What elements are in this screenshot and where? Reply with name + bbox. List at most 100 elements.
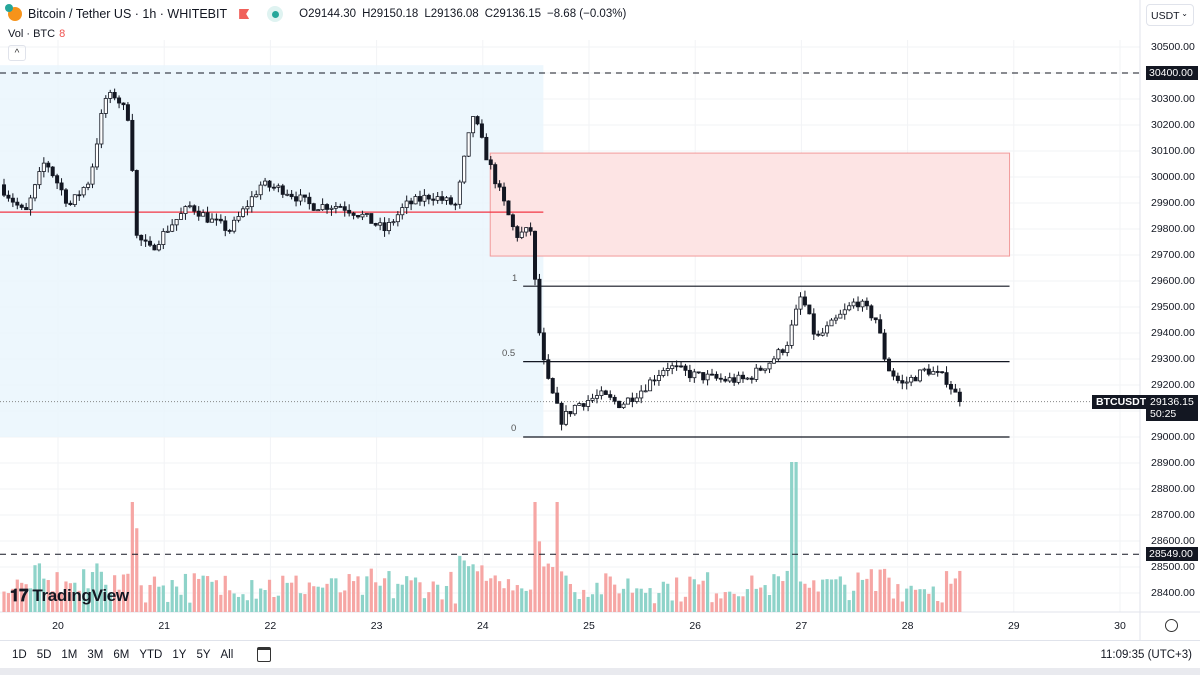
candle-body (179, 213, 184, 220)
candle-body (143, 239, 148, 242)
time-tick: 23 (370, 620, 383, 632)
currency-select[interactable]: USDT ⌄ (1146, 4, 1194, 26)
volume-bar (480, 565, 484, 612)
volume-bar (188, 602, 192, 612)
candle-body (373, 223, 378, 226)
volume-bar (705, 572, 710, 612)
volume-bar (573, 592, 577, 612)
range-1d[interactable]: 1D (12, 648, 27, 661)
bottom-panel-border (0, 668, 1200, 675)
candle-body (555, 392, 560, 404)
volume-bar (77, 590, 81, 612)
volume-bar (781, 581, 785, 612)
volume-bar (259, 588, 263, 612)
volume-bar (298, 593, 303, 612)
range-5d[interactable]: 5D (36, 648, 52, 661)
candle-body (161, 231, 166, 245)
candle-body (302, 194, 307, 198)
candle-body (223, 220, 228, 231)
candle-body (90, 166, 95, 185)
candle-body (878, 319, 883, 334)
range-1m[interactable]: 1M (61, 648, 78, 661)
candle-body (298, 194, 303, 202)
volume-bar (444, 585, 449, 612)
candle-body (572, 404, 577, 415)
range-ytd[interactable]: YTD (139, 648, 163, 661)
candle-body (488, 159, 493, 166)
volume-bar (506, 579, 511, 612)
candle-body (24, 207, 29, 211)
candle-body (276, 185, 281, 188)
symbol-title[interactable]: Bitcoin / Tether US · 1h · WHITEBIT (28, 7, 228, 21)
candle-body (378, 222, 383, 226)
volume-bar (825, 579, 829, 612)
chevron-down-icon: ⌄ (1181, 9, 1188, 18)
candle-body (94, 143, 99, 168)
candle-body (435, 196, 440, 201)
price-tick: 28900.00 (1151, 457, 1195, 469)
candle-body (183, 206, 188, 214)
candle-body (727, 377, 732, 382)
candle-body (736, 374, 741, 383)
tradingview-mark-icon: 𝟏𝟕 (10, 586, 29, 605)
volume-bar (108, 593, 112, 612)
volume-bar (413, 577, 418, 612)
volume-bar (20, 582, 24, 612)
volume-bar (458, 555, 462, 612)
candle-body (515, 226, 520, 238)
volume-bar (927, 593, 931, 612)
volume-bar (759, 587, 763, 612)
go-to-date-icon[interactable] (257, 647, 272, 662)
candle-body (860, 300, 865, 308)
volume-bar (418, 582, 422, 612)
candle-body (311, 203, 316, 211)
collapse-legend-button[interactable]: ^ (8, 45, 26, 61)
flag-icon[interactable] (239, 9, 250, 19)
candle-body (524, 227, 529, 233)
time-tick: 22 (264, 620, 277, 632)
volume-bar (245, 600, 249, 612)
range-6m[interactable]: 6M (113, 648, 130, 661)
volume-bar (860, 579, 865, 612)
price-chart[interactable] (0, 0, 1200, 640)
candle-body (240, 208, 245, 217)
volume-bar (174, 586, 179, 612)
candle-body (156, 244, 161, 251)
volume-bar (365, 576, 369, 612)
volume-bar (223, 575, 227, 612)
volume-bar (683, 596, 688, 612)
candle-body (342, 206, 347, 211)
volume-bar (692, 579, 696, 612)
volume-bar (382, 578, 387, 612)
volume-bar (657, 592, 661, 612)
candle-body (209, 218, 214, 223)
candle-body (63, 189, 68, 204)
volume-bar (161, 585, 165, 612)
candle-body (948, 384, 953, 390)
candle-body (758, 367, 763, 371)
volume-bar (28, 588, 33, 612)
last-price-tag: 29136.15 50:25 (1146, 395, 1198, 421)
range-5y[interactable]: 5Y (196, 648, 211, 661)
volume-bar (688, 576, 692, 612)
volume-bar (891, 598, 896, 612)
clock[interactable]: 11:09:35 (UTC+3) (1100, 649, 1192, 661)
range-all[interactable]: All (220, 648, 234, 661)
candle-body (103, 98, 108, 114)
volume-bar (99, 571, 103, 612)
time-tick: 26 (689, 620, 702, 632)
candle-body (289, 193, 294, 198)
candle-body (196, 210, 201, 217)
volume-bar (537, 541, 542, 612)
volume-bar (701, 580, 705, 612)
range-3m[interactable]: 3M (87, 648, 104, 661)
supply-zone (489, 152, 1011, 257)
volume-bar (790, 462, 794, 612)
symbol-tag: BTCUSDT (1092, 395, 1151, 409)
volume-bar (586, 596, 590, 612)
price-tick: 30500.00 (1151, 41, 1195, 53)
candle-body (802, 296, 807, 306)
candle-body (665, 368, 670, 371)
settings-icon[interactable] (1165, 619, 1178, 632)
range-1y[interactable]: 1Y (172, 648, 187, 661)
